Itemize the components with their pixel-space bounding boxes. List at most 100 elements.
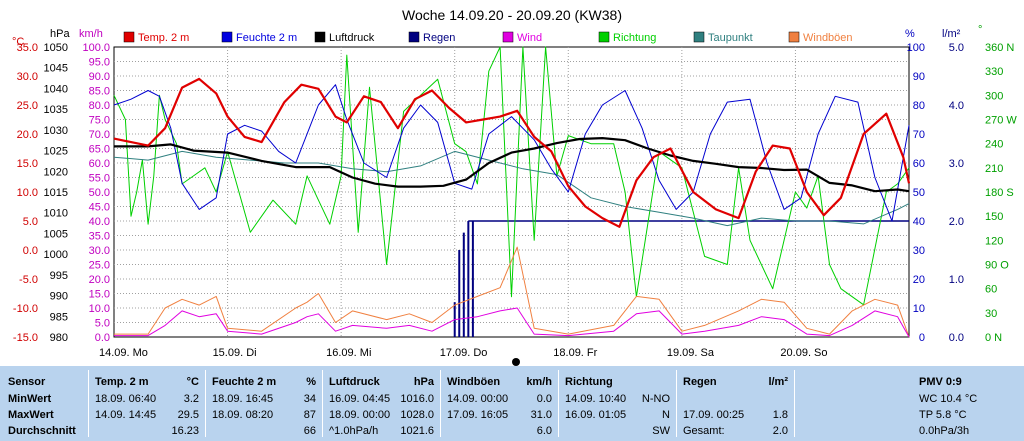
series-line-wind <box>114 307 910 338</box>
humidity-tick-label: 100 <box>907 42 925 54</box>
temp-max-time: 14.09. 14:45 <box>95 409 157 421</box>
legend-swatch <box>693 31 705 43</box>
temp-axis-unit: °C <box>12 36 24 48</box>
direction-column: Richtung 14.09. 10:40 N-NO 16.09. 01:05 … <box>559 366 676 441</box>
legend-swatch <box>502 31 514 43</box>
legend-label: Taupunkt <box>708 32 753 44</box>
wind-tick-label: 90.0 <box>89 71 110 83</box>
pressure-min-value: 1016.0 <box>400 393 434 405</box>
x-tick-label: 14.09. Mo <box>99 347 148 359</box>
pmv-column: PMV 0:9 WC 10.4 °C TP 5.8 °C 0.0hPa/3h <box>795 366 1024 441</box>
gust-avg-value: 6.0 <box>536 425 552 437</box>
humidity-header: Feuchte 2 m <box>212 376 277 388</box>
rain-tick-label: 0.0 <box>949 332 964 344</box>
rain-unit: l/m² <box>768 376 788 388</box>
series-line-temp-2-m <box>113 77 911 228</box>
series-line-windb-en <box>114 246 910 338</box>
temp-tick-label: -10.0 <box>13 303 38 315</box>
pressure-tick-label: 1045 <box>44 63 68 75</box>
wind-axis-unit: km/h <box>79 28 103 40</box>
rain-tick-label: 2.0 <box>949 216 964 228</box>
temp-tick-label: 0.0 <box>23 245 38 257</box>
rain-axis-unit: l/m² <box>942 28 961 40</box>
gust-min-value: 0.0 <box>536 393 552 405</box>
wind-tick-label: 55.0 <box>89 173 110 185</box>
legend-swatch <box>123 31 135 43</box>
pmv-pressure-trend: 0.0hPa/3h <box>919 425 970 437</box>
pmv-windchill: WC 10.4 °C <box>919 393 978 405</box>
x-tick-label: 18.09. Fr <box>553 347 597 359</box>
divider <box>794 370 795 437</box>
pressure-header: Luftdruck <box>329 376 380 388</box>
temp-tick-label: -5.0 <box>19 274 38 286</box>
legend-label: Luftdruck <box>329 32 375 44</box>
wind-tick-label: 100.0 <box>82 42 110 54</box>
pressure-column: Luftdruck hPa 16.09. 04:45 1016.0 18.09.… <box>323 366 440 441</box>
pmv-dewpoint: TP 5.8 °C <box>919 409 967 421</box>
wind-tick-label: 10.0 <box>89 303 110 315</box>
wind-tick-label: 0.0 <box>95 332 110 344</box>
wind-tick-label: 65.0 <box>89 144 110 156</box>
direction-tick-label: 0 N <box>985 332 1002 344</box>
pressure-axis-unit: hPa <box>50 28 70 40</box>
humidity-tick-label: 30 <box>913 245 925 257</box>
rain-max-time: 17.09. 00:25 <box>683 409 745 421</box>
divider <box>676 370 677 437</box>
humidity-tick-label: 60 <box>913 158 925 170</box>
humidity-column: Feuchte 2 m % 18.09. 16:45 34 18.09. 08:… <box>206 366 322 441</box>
humidity-avg-value: 66 <box>303 425 316 437</box>
wind-tick-label: 45.0 <box>89 202 110 214</box>
wind-tick-label: 25.0 <box>89 260 110 272</box>
humidity-tick-label: 0 <box>919 332 925 344</box>
direction-min-value: N-NO <box>641 393 670 405</box>
direction-tick-label: 150 <box>985 211 1003 223</box>
direction-max-time: 16.09. 01:05 <box>565 409 627 421</box>
direction-tick-label: 360 N <box>985 42 1014 54</box>
pressure-unit: hPa <box>413 376 434 388</box>
stats-panel: Sensor MinWert MaxWert Durchschnitt Temp… <box>0 366 1024 441</box>
wind-tick-label: 15.0 <box>89 289 110 301</box>
temp-column: Temp. 2 m °C 18.09. 06:40 3.2 14.09. 14:… <box>89 366 205 441</box>
legend-label: Richtung <box>613 32 656 44</box>
legend-swatch <box>221 31 233 43</box>
direction-header: Richtung <box>565 376 613 388</box>
temp-tick-label: 25.0 <box>17 100 38 112</box>
rain-tick-label: 3.0 <box>949 158 964 170</box>
divider <box>88 370 89 437</box>
time-marker <box>512 358 520 366</box>
rain-tick-label: 4.0 <box>949 100 964 112</box>
direction-tick-label: 120 <box>985 235 1003 247</box>
wind-tick-label: 35.0 <box>89 231 110 243</box>
pressure-tick-label: 1005 <box>44 228 68 240</box>
temp-header: Temp. 2 m <box>95 376 149 388</box>
pressure-tick-label: 980 <box>50 332 68 344</box>
gust-max-value: 31.0 <box>530 409 552 421</box>
humidity-tick-label: 50 <box>913 187 925 199</box>
legend-label: Temp. 2 m <box>138 32 189 44</box>
humidity-tick-label: 80 <box>913 100 925 112</box>
humidity-axis-unit: % <box>905 28 915 40</box>
direction-max-value: N <box>662 409 670 421</box>
gust-max-time: 17.09. 16:05 <box>447 409 509 421</box>
temp-min-time: 18.09. 06:40 <box>95 393 157 405</box>
direction-tick-label: 60 <box>985 284 997 296</box>
divider <box>205 370 206 437</box>
wind-tick-label: 80.0 <box>89 100 110 112</box>
chart-title: Woche 14.09.20 - 20.09.20 (KW38) <box>402 7 622 23</box>
temp-tick-label: 20.0 <box>17 129 38 141</box>
pressure-tick-label: 1025 <box>44 146 68 158</box>
direction-tick-label: 210 <box>985 163 1003 175</box>
legend-label: Regen <box>423 32 455 44</box>
humidity-tick-label: 90 <box>913 71 925 83</box>
gust-column: Windböen km/h 14.09. 00:00 0.0 17.09. 16… <box>441 366 558 441</box>
temp-tick-label: 10.0 <box>17 187 38 199</box>
gust-min-time: 14.09. 00:00 <box>447 393 509 405</box>
gust-header: Windböen <box>447 376 501 388</box>
pressure-tick-label: 990 <box>50 291 68 303</box>
rain-total-label: Gesamt: <box>683 425 725 437</box>
gust-unit: km/h <box>526 376 552 388</box>
divider <box>440 370 441 437</box>
series-line-feuchte-2-m <box>113 84 910 222</box>
humidity-tick-label: 20 <box>913 274 925 286</box>
pressure-tick-label: 985 <box>50 311 68 323</box>
